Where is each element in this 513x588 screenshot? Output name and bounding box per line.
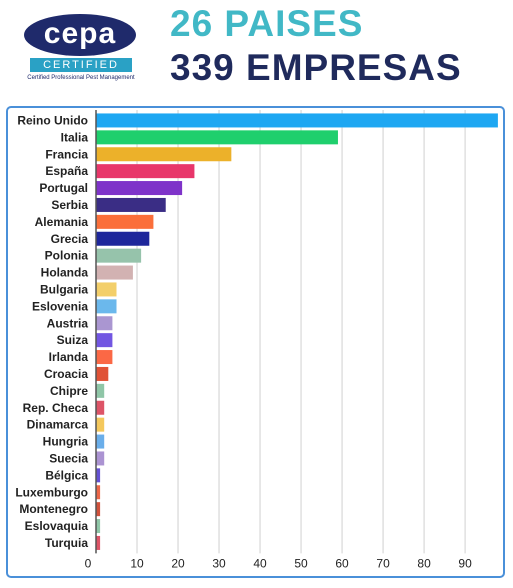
- category-label: Holanda: [41, 266, 89, 280]
- bar: [96, 468, 101, 483]
- x-tick-label: 50: [294, 556, 308, 570]
- x-tick-label: 70: [376, 556, 390, 570]
- bar: [96, 147, 232, 162]
- cepa-logo: cepa CERTIFIED Certified Professional Pe…: [22, 12, 140, 84]
- x-tick-label: 60: [335, 556, 349, 570]
- headline-companies: 339 EMPRESAS: [170, 47, 462, 88]
- x-tick-label: 80: [417, 556, 431, 570]
- category-label: Grecia: [51, 232, 89, 246]
- bar: [96, 400, 105, 415]
- bar: [96, 248, 142, 263]
- bar: [96, 231, 150, 246]
- bar: [96, 519, 101, 534]
- x-tick-label: 10: [130, 556, 144, 570]
- logo-oval: [24, 14, 136, 56]
- category-label: Turquia: [45, 536, 88, 550]
- category-label: Eslovenia: [32, 299, 88, 313]
- category-label: Hungria: [43, 435, 89, 449]
- category-label: Dinamarca: [27, 418, 89, 432]
- category-label: Eslovaquia: [25, 519, 89, 533]
- category-label: Montenegro: [19, 502, 88, 516]
- x-tick-label: 0: [85, 556, 92, 570]
- x-tick-label: 40: [253, 556, 267, 570]
- x-tick-label: 30: [212, 556, 226, 570]
- bar: [96, 113, 498, 128]
- bar: [96, 535, 101, 550]
- bar: [96, 502, 101, 517]
- category-label: Reino Unido: [17, 113, 88, 127]
- headline-countries: 26 PAISES: [170, 3, 364, 44]
- bar: [96, 383, 105, 398]
- bar: [96, 333, 113, 348]
- category-label: Luxemburgo: [15, 485, 88, 499]
- bar: [96, 164, 195, 179]
- x-tick-label: 90: [458, 556, 472, 570]
- bar: [96, 282, 117, 297]
- bar: [96, 485, 101, 500]
- logo-tagline: Certified Professional Pest Management: [27, 75, 135, 81]
- category-label: Rep. Checa: [23, 401, 89, 415]
- category-label: Serbia: [51, 198, 88, 212]
- category-label: España: [45, 164, 88, 178]
- x-tick-label: 20: [171, 556, 185, 570]
- category-label: Italia: [61, 130, 89, 144]
- category-label: Irlanda: [49, 350, 89, 364]
- logo-word: cepa: [43, 17, 117, 50]
- category-label: Suecia: [49, 451, 88, 465]
- bar: [96, 350, 113, 365]
- bar: [96, 181, 183, 196]
- logo-certified-bar: CERTIFIED: [30, 58, 132, 72]
- bar: [96, 214, 154, 229]
- bar: [96, 451, 105, 466]
- bar: [96, 366, 109, 381]
- bar: [96, 197, 166, 212]
- chart-frame: [6, 106, 505, 578]
- bar: [96, 434, 105, 449]
- bar: [96, 130, 338, 145]
- category-label: Francia: [45, 147, 88, 161]
- category-label: Alemania: [35, 215, 89, 229]
- bar: [96, 316, 113, 331]
- category-label: Bélgica: [45, 468, 88, 482]
- bar: [96, 299, 117, 314]
- category-label: Austria: [47, 316, 89, 330]
- bar: [96, 265, 133, 280]
- category-label: Portugal: [39, 181, 88, 195]
- category-label: Bulgaria: [40, 282, 88, 296]
- category-label: Chipre: [50, 384, 88, 398]
- category-label: Suiza: [57, 333, 89, 347]
- bar: [96, 417, 105, 432]
- category-label: Croacia: [44, 367, 88, 381]
- category-label: Polonia: [45, 249, 89, 263]
